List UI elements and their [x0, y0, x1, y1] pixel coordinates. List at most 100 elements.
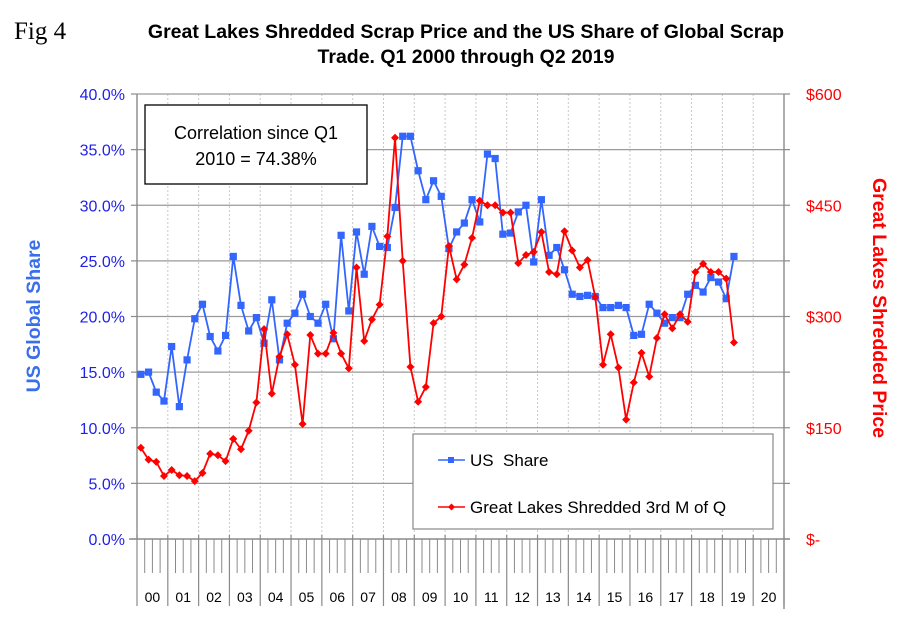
data-point-diamond — [152, 457, 161, 466]
data-point-square — [322, 300, 330, 308]
data-point-diamond — [691, 268, 700, 276]
data-point-square — [406, 132, 415, 140]
data-point-square — [345, 307, 353, 315]
data-point-square — [252, 314, 260, 322]
data-point-square — [468, 196, 476, 204]
data-point-square — [245, 327, 253, 335]
data-point-square — [684, 290, 692, 298]
x-tick-label: 03 — [237, 589, 253, 605]
right-y-tick-label: $600 — [806, 87, 842, 104]
left-y-tick-label: 40.0% — [80, 87, 125, 104]
data-point-square — [668, 314, 676, 322]
data-point-diamond — [375, 300, 384, 309]
legend: US Share Great Lakes Shredded 3rd M of Q — [412, 433, 774, 530]
data-point-diamond — [206, 449, 215, 458]
data-point-diamond — [198, 468, 207, 477]
data-point-square — [191, 315, 199, 323]
data-point-diamond — [360, 336, 369, 345]
data-point-diamond — [314, 349, 323, 358]
left-y-tick-label: 0.0% — [89, 532, 125, 549]
data-point-diamond — [706, 268, 715, 276]
data-point-square — [383, 243, 391, 252]
data-point-square — [206, 332, 214, 341]
data-point-diamond — [260, 325, 269, 334]
data-point-square — [453, 228, 461, 236]
data-point-diamond — [275, 352, 284, 361]
data-point-square — [530, 258, 538, 266]
chart-title: Great Lakes Shredded Scrap Price and the… — [86, 20, 846, 70]
data-point-square — [360, 270, 368, 278]
data-point-square — [483, 150, 492, 158]
data-point-square — [499, 230, 507, 238]
data-point-square — [476, 218, 484, 226]
data-point-diamond — [136, 443, 145, 452]
data-point-diamond — [352, 263, 361, 272]
data-point-diamond — [167, 466, 176, 475]
data-point-diamond — [221, 457, 230, 466]
data-point-diamond — [367, 315, 376, 324]
data-point-diamond — [491, 201, 500, 210]
data-point-diamond — [622, 415, 631, 424]
data-point-square — [337, 231, 345, 239]
left-y-tick-label: 15.0% — [80, 365, 125, 382]
data-point-square — [152, 388, 160, 396]
data-point-square — [583, 291, 592, 299]
data-point-diamond — [321, 349, 330, 358]
data-point-diamond — [144, 455, 153, 464]
data-point-diamond — [598, 360, 607, 369]
x-tick-label: 00 — [145, 589, 161, 605]
legend-box — [412, 433, 774, 530]
data-point-diamond — [514, 259, 523, 268]
data-point-diamond — [614, 363, 623, 372]
data-point-square — [221, 331, 230, 340]
data-point-square — [352, 228, 361, 236]
data-point-square — [730, 252, 738, 261]
data-point-diamond — [637, 348, 646, 357]
left-y-tick-label: 35.0% — [80, 143, 125, 160]
data-point-diamond — [475, 196, 484, 205]
series-us-share — [137, 132, 738, 411]
data-point-square — [691, 281, 700, 289]
data-point-square — [491, 154, 499, 163]
data-point-square — [168, 342, 176, 351]
data-point-diamond — [421, 382, 430, 391]
data-point-square — [514, 208, 522, 216]
x-tick-label: 11 — [484, 589, 499, 605]
y-axis-label-left: US Global Share — [23, 239, 45, 392]
x-tick-label: 07 — [360, 589, 376, 605]
data-point-square — [522, 201, 530, 209]
data-point-diamond — [244, 426, 253, 435]
data-point-diamond — [521, 250, 530, 259]
data-point-diamond — [213, 451, 222, 460]
data-point-diamond — [344, 364, 353, 373]
annotation-box — [144, 104, 368, 185]
x-tick-label: 05 — [299, 589, 315, 605]
x-tick-label: 18 — [699, 589, 715, 605]
x-tick-label: 12 — [514, 589, 530, 605]
data-point-diamond — [629, 378, 638, 387]
data-point-diamond — [537, 227, 546, 236]
data-point-square — [545, 251, 553, 259]
data-point-diamond — [645, 372, 654, 381]
data-point-square — [368, 222, 376, 230]
data-point-diamond — [429, 319, 438, 328]
data-point-square — [183, 356, 191, 364]
legend-item-price: Great Lakes Shredded 3rd M of Q — [438, 498, 726, 517]
data-point-square — [707, 273, 715, 282]
x-tick-label: 17 — [668, 589, 684, 605]
data-point-square — [399, 132, 407, 140]
data-point-square — [661, 319, 669, 327]
data-point-square — [630, 331, 638, 340]
data-point-square — [306, 312, 314, 321]
chart-title-line-1: Great Lakes Shredded Scrap Price and the… — [147, 21, 785, 43]
right-y-tick-label: $- — [806, 532, 820, 549]
data-point-square — [714, 278, 723, 286]
right-y-tick-label: $150 — [806, 421, 842, 438]
data-point-square — [422, 196, 430, 204]
data-point-diamond — [660, 310, 669, 319]
data-point-square — [553, 243, 561, 252]
data-point-square — [260, 339, 268, 347]
data-point-square — [560, 266, 569, 274]
x-tick-label: 08 — [391, 589, 407, 605]
